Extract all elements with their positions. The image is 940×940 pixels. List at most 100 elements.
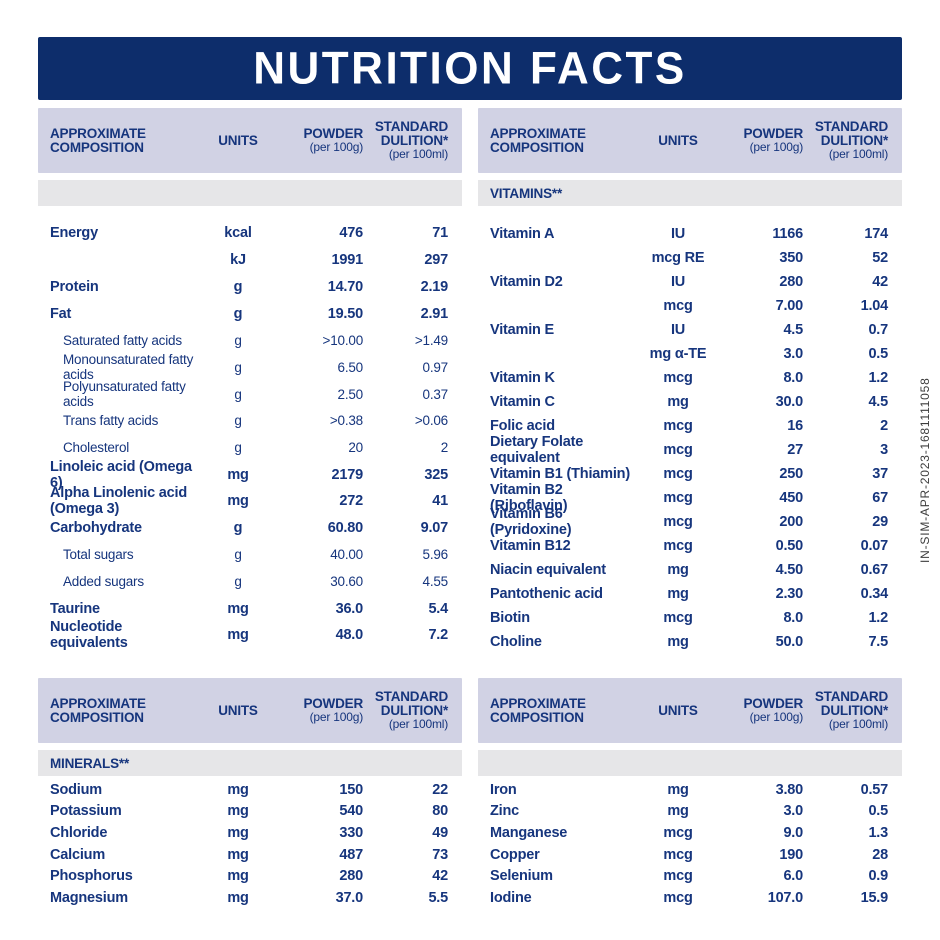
row-dilution-value: >0.06 bbox=[414, 413, 448, 429]
row-nutrient-name: Potassium bbox=[50, 803, 122, 820]
dilution-sublabel: (per 100ml) bbox=[388, 717, 448, 731]
row-dilution-value: 1.3 bbox=[868, 824, 888, 841]
row-powder-value: 0.50 bbox=[775, 538, 804, 554]
row-dilution-value: 3 bbox=[880, 442, 888, 458]
row-unit: mcg bbox=[663, 370, 693, 386]
row-powder-value: 6.0 bbox=[783, 868, 803, 885]
table-row: Dietary Folate equivalent mcg 27 3 bbox=[478, 434, 902, 466]
row-unit: mg bbox=[227, 824, 249, 841]
dilution-sublabel: (per 100ml) bbox=[828, 147, 888, 161]
row-dilution-value: 325 bbox=[424, 466, 448, 483]
vitamins-section-band: VITAMINS** bbox=[478, 180, 902, 206]
vitamins-table: APPROXIMATE COMPOSITION UNITS POWDER (pe… bbox=[478, 108, 902, 654]
row-nutrient-name: Alpha Linolenic acid (Omega 3) bbox=[50, 485, 187, 518]
table-row: Trans fatty acids g >0.38 >0.06 bbox=[38, 408, 462, 435]
row-unit: mg bbox=[667, 394, 689, 410]
row-dilution-value: 9.07 bbox=[420, 520, 449, 537]
row-unit: g bbox=[234, 440, 242, 456]
row-powder-value: 6.50 bbox=[337, 359, 364, 375]
column-header-units: UNITS bbox=[658, 132, 698, 148]
row-unit: mcg bbox=[663, 824, 693, 841]
table-rows: Energy kcal 476 71 kJ 1991 297 Protein g 14.70 2.1… bbox=[38, 206, 462, 652]
row-powder-value: 280 bbox=[339, 868, 363, 885]
row-dilution-value: 37 bbox=[872, 466, 888, 482]
table-rows: Sodium mg 150 22 Potassium mg 540 80 Chloride mg 3… bbox=[38, 776, 462, 909]
row-dilution-value: 5.5 bbox=[428, 889, 448, 906]
table-row: Vitamin D2 IU 280 42 bbox=[478, 270, 902, 294]
table-row: Nucleotide equivalents mg 48.0 7.2 bbox=[38, 619, 462, 652]
row-nutrient-name: Nucleotide equivalents bbox=[50, 619, 128, 652]
row-powder-value: 16 bbox=[787, 418, 803, 434]
column-header-approximate-composition: APPROXIMATE COMPOSITION bbox=[490, 125, 586, 155]
row-dilution-value: 174 bbox=[864, 226, 888, 242]
table-row: Vitamin B2 (Riboflavin) mcg 450 67 bbox=[478, 482, 902, 514]
row-nutrient-name: Vitamin B6 (Pyridoxine) bbox=[490, 506, 572, 538]
row-dilution-value: 0.5 bbox=[868, 346, 888, 362]
column-header-standard-dilution: STANDARD DULITION* (per 100ml) bbox=[363, 120, 448, 161]
row-powder-value: 1166 bbox=[772, 226, 803, 242]
row-powder-value: 150 bbox=[339, 781, 363, 798]
row-nutrient-name: Total sugars bbox=[63, 547, 134, 563]
row-dilution-value: 1.04 bbox=[860, 298, 889, 314]
table-row: Copper mcg 190 28 bbox=[478, 844, 902, 866]
table-row: Vitamin A IU 1166 174 bbox=[478, 222, 902, 246]
row-powder-value: 40.00 bbox=[330, 547, 363, 563]
row-powder-value: 30.0 bbox=[775, 394, 804, 410]
row-powder-value: 60.80 bbox=[327, 520, 363, 537]
powder-sublabel: (per 100g) bbox=[309, 710, 364, 724]
row-nutrient-name: Carbohydrate bbox=[50, 520, 142, 537]
row-unit: mcg bbox=[663, 889, 693, 906]
row-nutrient-name: Pantothenic acid bbox=[490, 586, 603, 602]
table-row: Alpha Linolenic acid (Omega 3) mg 272 41 bbox=[38, 485, 462, 518]
row-nutrient-name: Selenium bbox=[490, 868, 553, 885]
column-header-approximate-composition: APPROXIMATE COMPOSITION bbox=[50, 125, 146, 155]
row-unit: mg bbox=[227, 803, 249, 820]
row-dilution-value: 22 bbox=[432, 781, 448, 798]
table-row: Magnesium mg 37.0 5.5 bbox=[38, 887, 462, 909]
section-label: VITAMINS** bbox=[490, 185, 563, 201]
row-nutrient-name: Biotin bbox=[490, 610, 530, 626]
row-unit: mg α-TE bbox=[649, 346, 707, 362]
row-dilution-value: 71 bbox=[432, 225, 448, 242]
row-unit: mg bbox=[227, 781, 249, 798]
row-unit: g bbox=[234, 413, 242, 429]
powder-label: POWDER bbox=[743, 126, 803, 141]
minerals-section-band: MINERALS** bbox=[38, 750, 462, 776]
row-powder-value: 3.0 bbox=[783, 346, 803, 362]
row-powder-value: 8.0 bbox=[783, 610, 803, 626]
row-nutrient-name: Vitamin B2 (Riboflavin) bbox=[490, 482, 568, 514]
row-unit: mcg bbox=[663, 514, 693, 530]
row-nutrient-name: Protein bbox=[50, 278, 99, 295]
row-nutrient-name: Niacin equivalent bbox=[490, 562, 606, 578]
row-unit: IU bbox=[670, 274, 686, 290]
row-dilution-value: 80 bbox=[432, 803, 448, 820]
row-unit: mg bbox=[227, 627, 249, 644]
row-unit: mcg bbox=[663, 490, 693, 506]
row-unit: IU bbox=[670, 322, 686, 338]
row-unit: mcg bbox=[663, 610, 693, 626]
row-powder-value: 9.0 bbox=[783, 824, 803, 841]
row-powder-value: 27 bbox=[787, 442, 803, 458]
row-dilution-value: 0.97 bbox=[422, 359, 449, 375]
row-dilution-value: 0.34 bbox=[860, 586, 889, 602]
row-nutrient-name: Iron bbox=[490, 781, 517, 798]
row-nutrient-name: Copper bbox=[490, 846, 540, 863]
row-nutrient-name: Sodium bbox=[50, 781, 102, 798]
row-dilution-value: 0.9 bbox=[868, 868, 888, 885]
row-powder-value: 4.50 bbox=[775, 562, 804, 578]
powder-sublabel: (per 100g) bbox=[749, 710, 804, 724]
row-dilution-value: 5.4 bbox=[428, 600, 448, 617]
table-row: Iron mg 3.80 0.57 bbox=[478, 779, 902, 801]
dilution-sublabel: (per 100ml) bbox=[828, 717, 888, 731]
table-row: Protein g 14.70 2.19 bbox=[38, 274, 462, 301]
row-unit: mcg bbox=[663, 538, 693, 554]
row-powder-value: 7.00 bbox=[775, 298, 804, 314]
table-row: Total sugars g 40.00 5.96 bbox=[38, 542, 462, 569]
page-title: NUTRITION FACTS bbox=[253, 42, 687, 94]
column-header-units: UNITS bbox=[658, 702, 698, 718]
row-nutrient-name: Polyunsaturated fatty acids bbox=[63, 379, 186, 410]
table-row: Potassium mg 540 80 bbox=[38, 801, 462, 823]
table-row: mcg 7.00 1.04 bbox=[478, 294, 902, 318]
section-band bbox=[38, 180, 462, 206]
table-row: Zinc mg 3.0 0.5 bbox=[478, 801, 902, 823]
